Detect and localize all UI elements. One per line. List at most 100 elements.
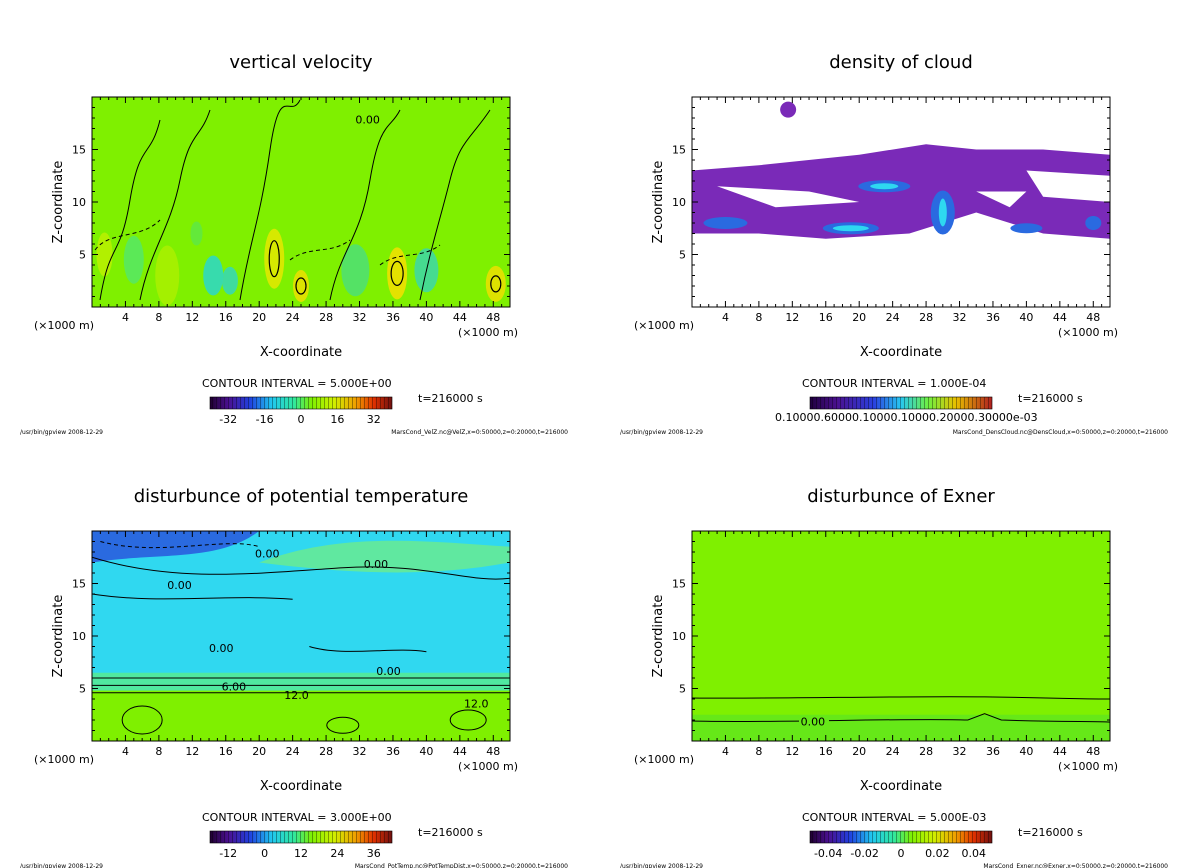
plot-field <box>692 97 1110 307</box>
contour-label: 0.00 <box>801 715 826 728</box>
contour-label: 12.0 <box>464 697 489 710</box>
y-tick-label: 15 <box>672 578 686 591</box>
x-axis-label: X-coordinate <box>860 779 942 794</box>
footer-left: /usr/bin/gpview 2008-12-29 <box>620 429 703 436</box>
footer-left: /usr/bin/gpview 2008-12-29 <box>20 429 103 436</box>
colorbar-label: 0 <box>898 847 905 860</box>
chart-title: density of cloud <box>829 52 973 73</box>
x-axis-label: X-coordinate <box>260 779 342 794</box>
chart-title: vertical velocity <box>229 52 373 73</box>
contour-label: 0.00 <box>376 665 401 678</box>
x-tick-label: 8 <box>155 745 162 758</box>
x-unit-right: (×1000 m) <box>458 326 518 339</box>
x-tick-label: 8 <box>755 311 762 324</box>
x-tick-label: 28 <box>319 745 333 758</box>
y-tick-label: 15 <box>672 144 686 157</box>
contour-line <box>692 713 1110 723</box>
contour-interval: CONTOUR INTERVAL = 3.000E+00 <box>202 811 392 824</box>
colorbar-label: -32 <box>219 413 237 426</box>
contour-lines <box>99 99 491 301</box>
time-stamp: t=216000 s <box>418 826 483 839</box>
x-tick-label: 20 <box>252 745 266 758</box>
colorbar-label: 12 <box>294 847 308 860</box>
velocity-cell <box>264 228 285 289</box>
contour-line <box>692 696 1110 700</box>
contour-label: 6.00 <box>222 681 247 694</box>
x-tick-label: 12 <box>185 311 199 324</box>
x-tick-label: 44 <box>1053 745 1067 758</box>
y-axis-label: Z-coordinate <box>51 161 66 244</box>
x-tick-label: 12 <box>785 745 799 758</box>
colorbar-label: 32 <box>367 413 381 426</box>
x-tick-label: 4 <box>122 311 129 324</box>
contour-label-bg <box>799 715 830 726</box>
contour-label: 0.00 <box>209 642 234 655</box>
cold-region <box>92 531 260 563</box>
velocity-cell <box>485 265 506 302</box>
plot-field: 0.00 0.00 0.00 0.00 0.00 6.00 12.0 12.0 <box>92 531 510 741</box>
x-tick-label: 24 <box>286 745 300 758</box>
colorbar-label: 24 <box>330 847 344 860</box>
closed-contour <box>326 716 360 734</box>
colorbar-divisions <box>210 397 392 409</box>
core-contour <box>390 260 404 286</box>
y-tick-label: 10 <box>72 196 86 209</box>
y-tick-label: 5 <box>679 683 686 696</box>
x-tick-label: 8 <box>155 311 162 324</box>
time-stamp: t=216000 s <box>418 392 483 405</box>
colorbar-label: 0 <box>261 847 268 860</box>
colorbar-divisions <box>210 831 392 843</box>
x-tick-label: 44 <box>453 311 467 324</box>
velocity-cell <box>123 235 144 284</box>
x-tick-label: 32 <box>353 745 367 758</box>
x-tick-label: 48 <box>1086 311 1100 324</box>
colorbar-label: -0.02 <box>850 847 878 860</box>
velocity-cell <box>341 244 370 297</box>
velocity-cell <box>221 266 238 295</box>
footer-left: /usr/bin/gpview 2008-12-29 <box>20 863 103 868</box>
x-tick-label: 16 <box>219 311 233 324</box>
x-tick-label: 4 <box>722 311 729 324</box>
x-tick-label: 48 <box>1086 745 1100 758</box>
contour-label: 0.00 <box>167 579 192 592</box>
plot-field: 0.00 <box>692 531 1110 741</box>
time-stamp: t=216000 s <box>1018 826 1083 839</box>
chart-title: disturbunce of potential temperature <box>134 486 469 507</box>
x-tick-label: 12 <box>185 745 199 758</box>
y-tick-label: 10 <box>72 630 86 643</box>
velocity-cell <box>293 270 309 302</box>
footer-right: MarsCond_VelZ.nc@VelZ,x=0:50000,z=0:2000… <box>391 429 568 436</box>
x-tick-label: 40 <box>419 311 433 324</box>
cloud-core <box>870 183 899 190</box>
closed-contour <box>449 709 487 731</box>
x-unit-right: (×1000 m) <box>458 760 518 773</box>
x-axis-label: X-coordinate <box>860 345 942 360</box>
x-unit-left: (×1000 m) <box>634 319 694 332</box>
dense-cloud <box>1010 223 1043 234</box>
y-tick-label: 5 <box>79 249 86 262</box>
velocity-cell <box>203 255 224 296</box>
colorbar-label: -16 <box>256 413 274 426</box>
y-tick-label: 10 <box>672 630 686 643</box>
x-tick-label: 48 <box>486 311 500 324</box>
core-contour <box>490 275 502 293</box>
contour-interval: CONTOUR INTERVAL = 5.000E+00 <box>202 377 392 390</box>
x-tick-label: 36 <box>386 745 400 758</box>
negative-contours <box>94 219 441 266</box>
cloud-layer <box>692 144 1110 239</box>
x-tick-label: 36 <box>986 311 1000 324</box>
colorbar-divisions <box>810 831 992 843</box>
x-tick-label: 16 <box>819 745 833 758</box>
footer-right: MarsCond_Exner.nc@Exner,x=0:50000,z=0:20… <box>983 863 1168 868</box>
velocity-cell <box>387 247 408 300</box>
core-contour <box>295 277 307 295</box>
x-tick-label: 44 <box>1053 311 1067 324</box>
x-tick-label: 24 <box>286 311 300 324</box>
contour-label: 12.0 <box>284 689 309 702</box>
x-tick-label: 8 <box>755 745 762 758</box>
cloud-gaps <box>717 170 1110 208</box>
x-tick-label: 28 <box>319 311 333 324</box>
x-tick-label: 4 <box>722 745 729 758</box>
